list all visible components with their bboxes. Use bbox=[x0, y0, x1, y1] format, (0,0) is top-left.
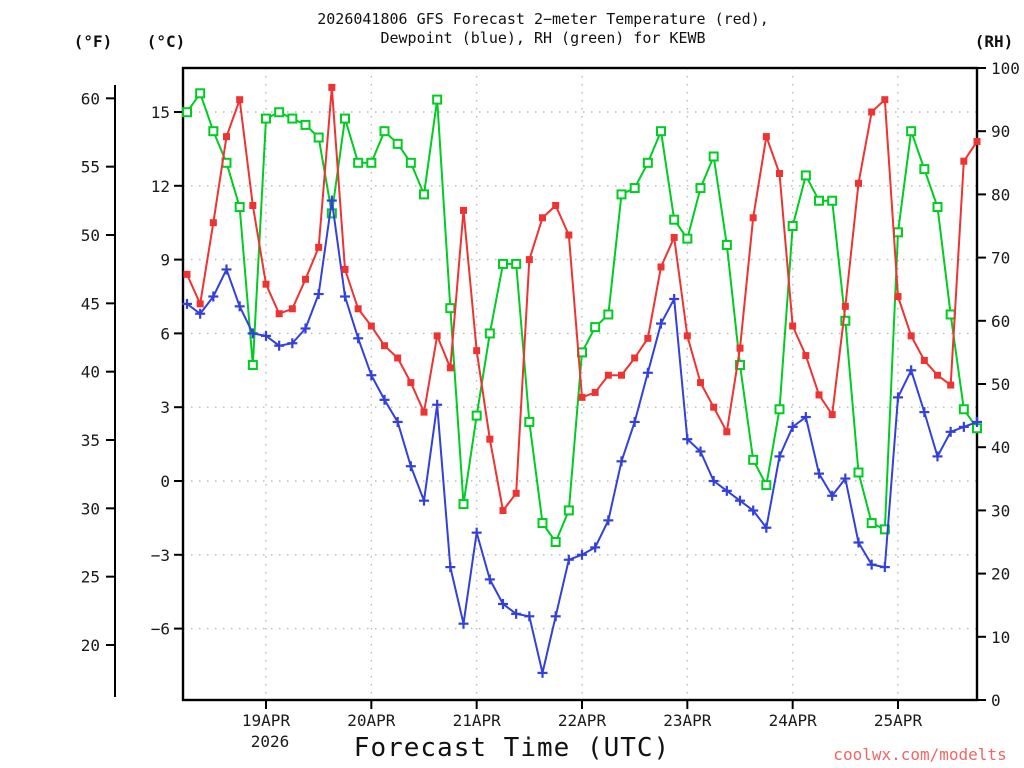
svg-text:10: 10 bbox=[991, 628, 1010, 647]
svg-text:50: 50 bbox=[991, 375, 1010, 394]
time-axis: 19APR 2026 20APR 21APR 22APR 23APR 24APR 25APR bbox=[242, 700, 923, 751]
celsius-axis-header: (°C) bbox=[146, 32, 186, 51]
year-label: 2026 bbox=[251, 732, 290, 751]
celsius-axis: −6 −3 0 3 6 9 12 15 bbox=[151, 103, 183, 639]
rh-axis: 0 10 20 30 40 50 60 70 80 90 100 bbox=[977, 59, 1020, 710]
svg-text:100: 100 bbox=[991, 59, 1020, 78]
fahrenheit-axis: 20 25 30 35 40 45 50 55 60 bbox=[81, 85, 116, 697]
x-tick-label: 20APR bbox=[347, 711, 396, 730]
svg-text:25: 25 bbox=[81, 568, 100, 587]
svg-text:15: 15 bbox=[151, 103, 170, 122]
gridlines bbox=[183, 68, 977, 700]
svg-text:60: 60 bbox=[81, 89, 100, 108]
svg-text:12: 12 bbox=[151, 177, 170, 196]
svg-text:30: 30 bbox=[991, 501, 1010, 520]
x-tick-label: 21APR bbox=[453, 711, 502, 730]
chart-title-line2: Dewpoint (blue), RH (green) for KEWB bbox=[380, 29, 706, 47]
svg-text:20: 20 bbox=[991, 565, 1010, 584]
svg-text:60: 60 bbox=[991, 312, 1010, 331]
svg-text:45: 45 bbox=[81, 294, 100, 313]
svg-text:3: 3 bbox=[160, 398, 170, 417]
svg-text:30: 30 bbox=[81, 499, 100, 518]
fahrenheit-axis-header: (°F) bbox=[73, 32, 113, 51]
watermark-link: coolwx.com/modelts bbox=[833, 745, 1007, 764]
svg-text:0: 0 bbox=[991, 691, 1001, 710]
chart-title: 2026041806 GFS Forecast 2−meter Temperat… bbox=[317, 10, 769, 48]
dewpoint-series bbox=[182, 195, 982, 678]
svg-text:40: 40 bbox=[81, 363, 100, 382]
svg-text:55: 55 bbox=[81, 158, 100, 177]
svg-text:6: 6 bbox=[160, 324, 170, 343]
temperature-series bbox=[183, 83, 981, 515]
chart-title-line1: 2026041806 GFS Forecast 2−meter Temperat… bbox=[317, 10, 769, 28]
svg-text:90: 90 bbox=[991, 122, 1010, 141]
svg-text:70: 70 bbox=[991, 249, 1010, 268]
svg-text:20: 20 bbox=[81, 636, 100, 655]
svg-text:50: 50 bbox=[81, 226, 100, 245]
xaxis-title: Forecast Time (UTC) bbox=[353, 733, 671, 763]
rh-axis-header: (RH) bbox=[974, 32, 1014, 51]
svg-text:35: 35 bbox=[81, 431, 100, 450]
svg-text:−6: −6 bbox=[151, 620, 170, 639]
svg-text:80: 80 bbox=[991, 185, 1010, 204]
x-tick-label: 19APR bbox=[242, 711, 291, 730]
x-tick-label: 22APR bbox=[558, 711, 607, 730]
svg-text:40: 40 bbox=[991, 438, 1010, 457]
x-tick-label: 25APR bbox=[874, 711, 923, 730]
svg-text:9: 9 bbox=[160, 251, 170, 270]
x-tick-label: 23APR bbox=[663, 711, 712, 730]
x-tick-label: 24APR bbox=[769, 711, 818, 730]
rh-series bbox=[182, 88, 982, 547]
svg-text:−3: −3 bbox=[151, 546, 170, 565]
svg-text:0: 0 bbox=[160, 472, 170, 491]
